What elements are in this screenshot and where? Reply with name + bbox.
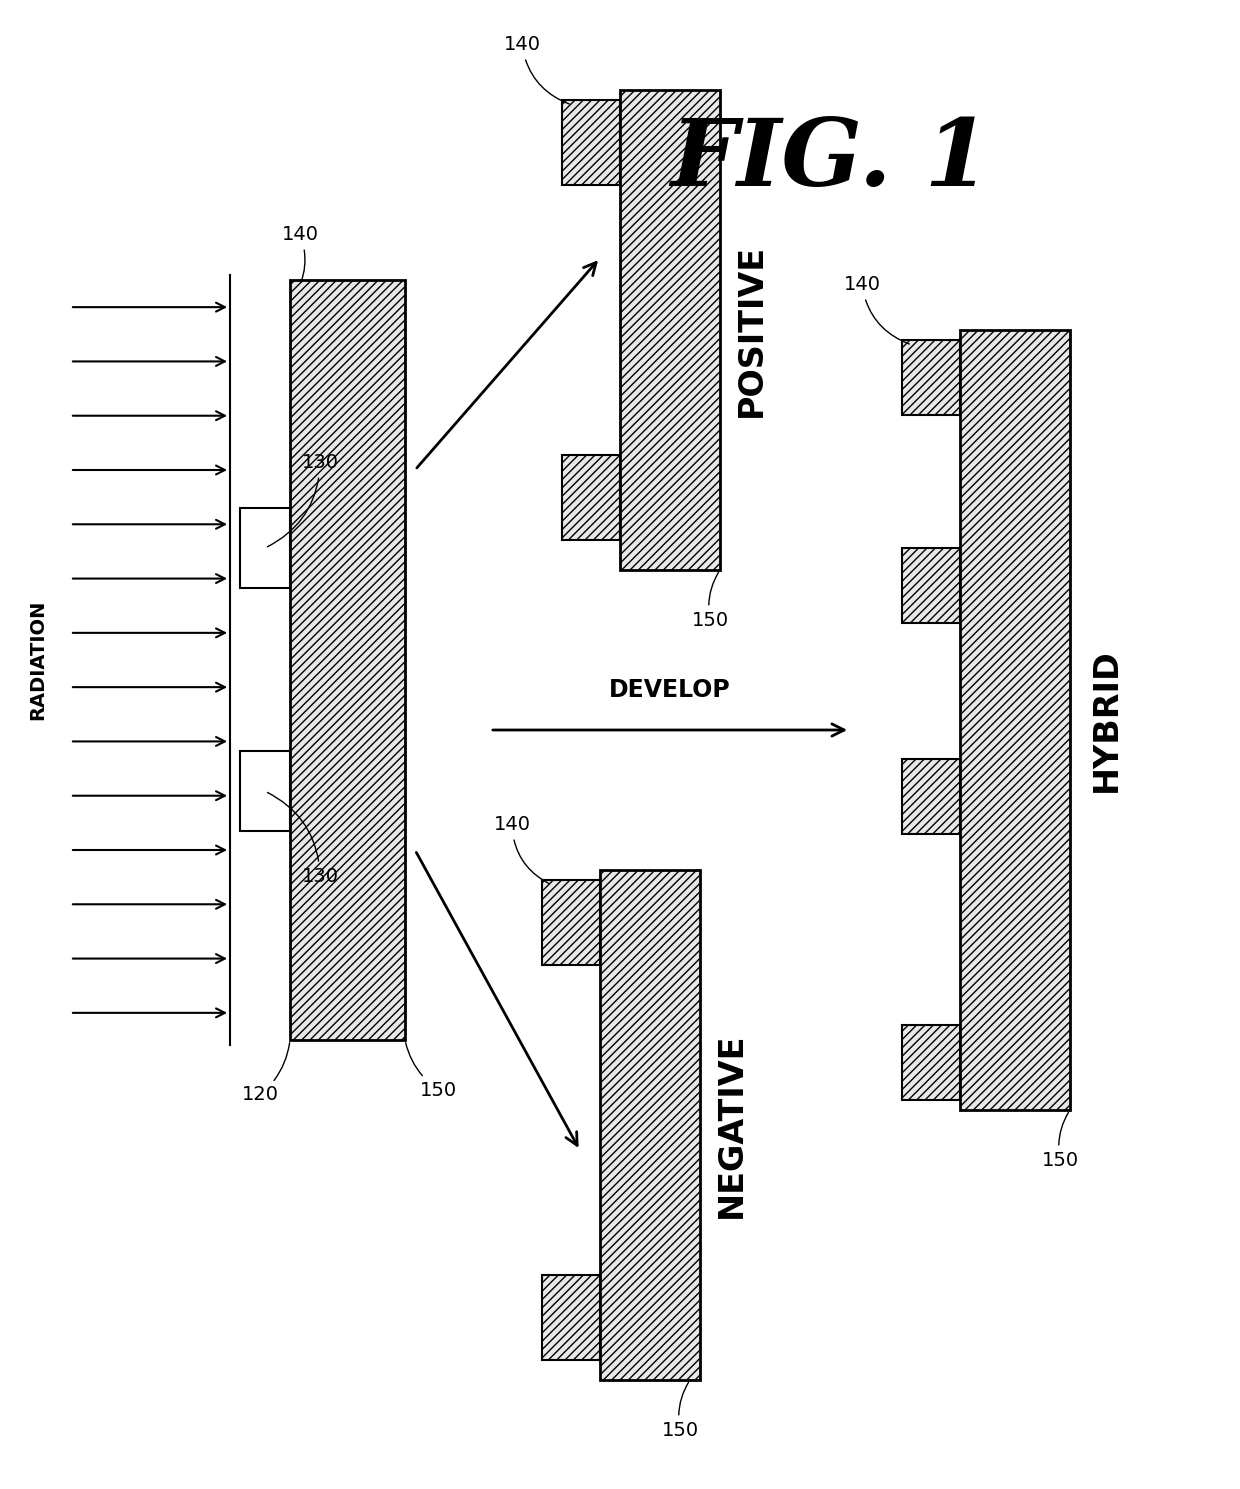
Bar xyxy=(901,1024,960,1100)
Bar xyxy=(542,880,600,965)
Bar xyxy=(901,759,960,834)
Text: POSITIVE: POSITIVE xyxy=(735,243,768,417)
Text: 140: 140 xyxy=(843,275,909,344)
Text: FIG. 1: FIG. 1 xyxy=(670,115,990,205)
Text: NEGATIVE: NEGATIVE xyxy=(715,1032,748,1218)
Bar xyxy=(901,339,960,415)
Bar xyxy=(542,1275,600,1359)
Text: 120: 120 xyxy=(242,1042,290,1105)
Text: 140: 140 xyxy=(494,816,549,884)
Text: 150: 150 xyxy=(1042,1112,1079,1169)
Bar xyxy=(562,456,620,541)
Text: HYBRID: HYBRID xyxy=(1090,648,1123,792)
Text: 140: 140 xyxy=(281,225,319,283)
Text: 150: 150 xyxy=(405,1042,458,1099)
Text: 130: 130 xyxy=(268,792,339,886)
Text: DEVELOP: DEVELOP xyxy=(609,677,730,701)
Bar xyxy=(241,508,290,588)
Bar xyxy=(241,750,290,831)
Bar xyxy=(562,100,620,185)
Bar xyxy=(600,870,701,1380)
Text: RADIATION: RADIATION xyxy=(29,600,47,721)
Bar xyxy=(960,331,1070,1109)
Text: 150: 150 xyxy=(661,1382,698,1440)
Bar xyxy=(620,89,720,570)
Bar xyxy=(901,548,960,624)
Text: 150: 150 xyxy=(692,572,729,630)
Text: 130: 130 xyxy=(268,454,339,546)
Text: 140: 140 xyxy=(503,36,569,104)
Bar xyxy=(290,280,405,1039)
